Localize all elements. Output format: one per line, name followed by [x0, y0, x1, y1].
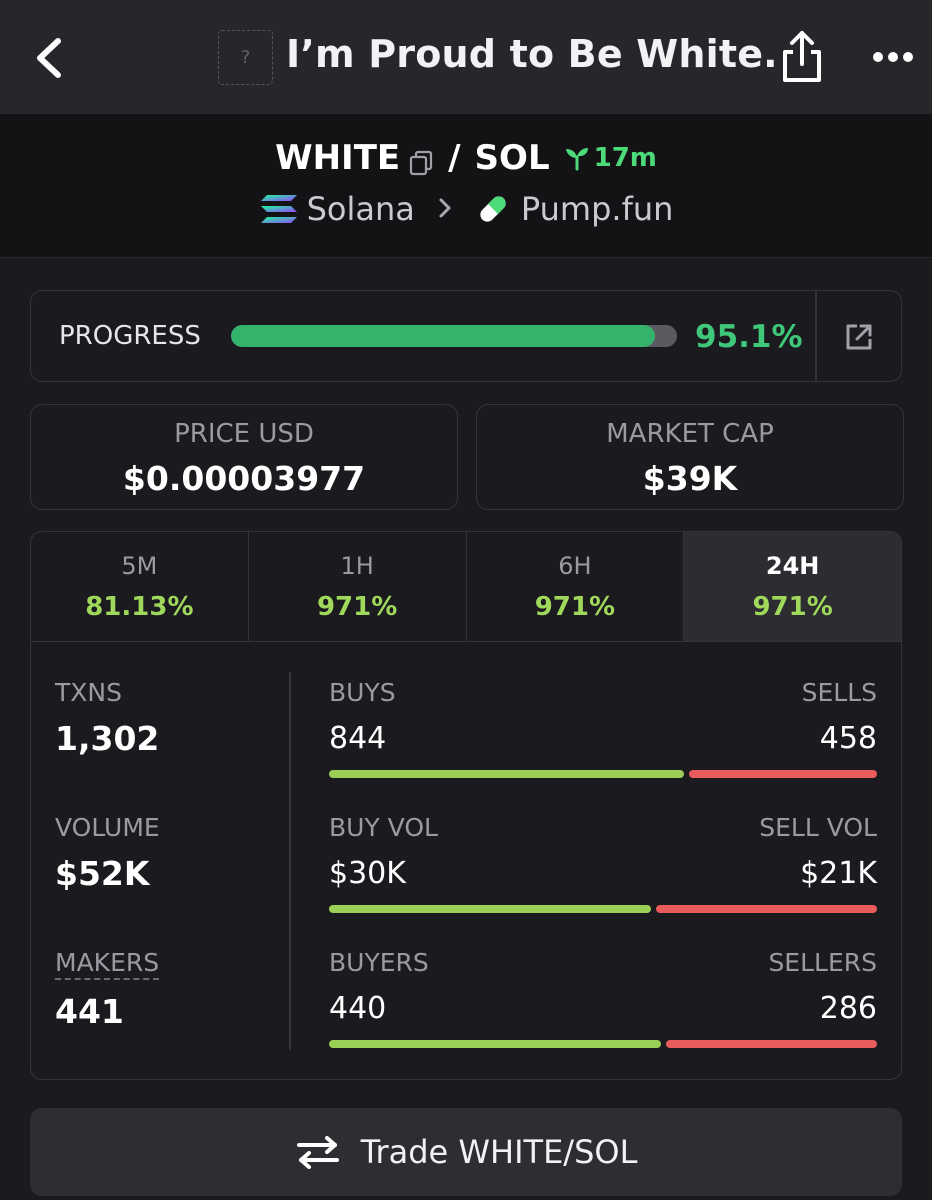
txns-value: 1,302: [55, 719, 160, 758]
tab-change: 971%: [316, 592, 398, 622]
progress-bar-fill: [231, 325, 656, 347]
buyers-sellers-bar: [329, 1040, 877, 1048]
buyers-label: BUYERS: [329, 948, 429, 977]
back-chevron-icon[interactable]: [30, 35, 70, 81]
tab-1h[interactable]: 1H 971%: [249, 532, 467, 641]
sell-vol-value: $21K: [800, 856, 877, 891]
progress-divider: [815, 291, 817, 380]
dex-name[interactable]: Pump.fun: [520, 190, 674, 228]
buys-bar: [329, 770, 685, 778]
buy-vol-value: $30K: [329, 856, 406, 891]
pair-age-text: 17m: [593, 143, 657, 173]
buys-label: BUYS: [329, 678, 396, 707]
trade-button[interactable]: Trade WHITE/SOL: [30, 1108, 902, 1196]
tab-6h[interactable]: 6H 971%: [467, 532, 685, 641]
stats-divider: [289, 672, 291, 1050]
txns-label: TXNS: [55, 678, 122, 707]
copy-icon[interactable]: [408, 145, 434, 176]
tab-24h[interactable]: 24H 971%: [684, 532, 901, 641]
external-link-icon[interactable]: [843, 321, 875, 353]
buyers-value: 440: [329, 991, 387, 1026]
chevron-right-icon: [437, 190, 453, 228]
token-image-placeholder: ?: [218, 30, 273, 85]
chain-breadcrumb: Solana Pump.fun: [0, 190, 932, 228]
chain-name[interactable]: Solana: [306, 190, 415, 228]
volume-stat: VOLUME $52K: [55, 813, 160, 893]
market-cap-label: MARKET CAP: [606, 419, 774, 449]
buy-sell-volume-split: BUY VOL SELL VOL $30K $21K: [329, 813, 877, 913]
makers-stat: MAKERS 441: [55, 948, 160, 1031]
progress-value: 95.1%: [695, 319, 803, 355]
tab-label: 5M: [121, 552, 158, 580]
tab-change: 971%: [534, 592, 616, 622]
tab-change: 81.13%: [85, 592, 194, 622]
buy-sell-volume-bar: [329, 905, 877, 913]
solana-logo-icon: [260, 195, 297, 223]
seedling-icon: [565, 148, 588, 171]
swap-arrows-icon: [296, 1136, 339, 1169]
timeframe-tabs: 5M 81.13% 1H 971% 6H 971% 24H 971%: [31, 532, 901, 642]
sells-label: SELLS: [801, 678, 877, 707]
share-icon[interactable]: [778, 28, 826, 84]
buys-sells-bar: [329, 770, 877, 778]
top-bar: ? I’m Proud to Be White.: [0, 0, 932, 114]
sellers-bar: [666, 1040, 877, 1048]
price-value: $0.00003977: [122, 459, 366, 498]
buy-vol-bar: [329, 905, 652, 913]
trade-button-label: Trade WHITE/SOL: [360, 1133, 638, 1171]
sell-vol-label: SELL VOL: [759, 813, 877, 842]
buyers-bar: [329, 1040, 662, 1048]
progress-bar: [231, 325, 677, 347]
sells-value: 458: [819, 721, 877, 756]
pair-separator: /: [448, 138, 461, 178]
tab-5m[interactable]: 5M 81.13%: [31, 532, 249, 641]
tab-label: 1H: [340, 552, 374, 580]
price-usd-box: PRICE USD $0.00003977: [30, 404, 458, 510]
market-cap-box: MARKET CAP $39K: [476, 404, 904, 510]
buyers-sellers-split: BUYERS SELLERS 440 286: [329, 948, 877, 1048]
pair-name: WHITE / SOL 17m: [0, 138, 932, 178]
tab-label: 24H: [765, 552, 820, 580]
buy-vol-label: BUY VOL: [329, 813, 438, 842]
tab-label: 6H: [558, 552, 592, 580]
pump-fun-pill-icon: [480, 196, 506, 222]
tab-change: 971%: [752, 592, 833, 622]
sell-vol-bar: [656, 905, 877, 913]
transactions-panel: 5M 81.13% 1H 971% 6H 971% 24H 971% TXNS …: [30, 531, 902, 1080]
page-title: I’m Proud to Be White.: [286, 32, 778, 76]
volume-value: $52K: [55, 854, 150, 893]
makers-value: 441: [55, 992, 124, 1031]
buys-value: 844: [329, 721, 387, 756]
txns-stat: TXNS 1,302: [55, 678, 159, 758]
quote-token: SOL: [474, 138, 550, 178]
sells-bar: [689, 770, 877, 778]
sellers-label: SELLERS: [768, 948, 877, 977]
buys-sells-split: BUYS SELLS 844 458: [329, 678, 877, 778]
makers-label[interactable]: MAKERS: [55, 948, 160, 980]
base-token: WHITE: [275, 138, 401, 178]
pair-age: 17m: [564, 143, 657, 173]
pair-header: WHITE / SOL 17m: [0, 114, 932, 258]
more-options-icon[interactable]: [872, 44, 914, 70]
market-cap-value: $39K: [642, 459, 738, 498]
bonding-progress-panel: PROGRESS 95.1%: [30, 290, 902, 382]
progress-label: PROGRESS: [59, 321, 201, 351]
volume-label: VOLUME: [55, 813, 160, 842]
sellers-value: 286: [819, 991, 877, 1026]
price-label: PRICE USD: [174, 419, 314, 449]
